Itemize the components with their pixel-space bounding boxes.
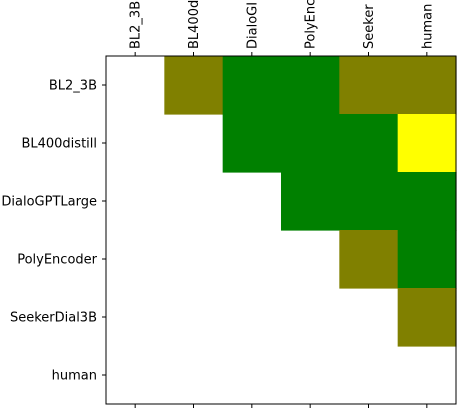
heatmap-cell — [397, 56, 457, 115]
heatmap-cell — [339, 230, 399, 289]
heatmap-cell — [339, 172, 399, 231]
y-tick-label: BL2_3B — [49, 79, 97, 94]
x-tick-label: Seeker — [362, 4, 377, 49]
heatmap-cell — [281, 114, 340, 173]
heatmap-cell — [222, 114, 282, 173]
heatmap-cell — [397, 230, 457, 289]
heatmap-cell — [339, 56, 399, 115]
y-tick-label: BL400distill — [21, 137, 97, 152]
y-tick-label: PolyEncoder — [17, 253, 97, 268]
x-axis-ticks: BL2_3B BL400d DialoGI PolyEnc Seeker human — [129, 0, 435, 408]
heatmap-cell — [281, 172, 340, 231]
heatmap-cell — [339, 114, 399, 173]
heatmap-cell — [222, 56, 282, 115]
y-axis-ticks: BL2_3B BL400distill DialoGPTLarge PolyEncod… — [1, 79, 106, 384]
heatmap-cell — [397, 114, 457, 173]
heatmap-cell — [397, 288, 457, 347]
heatmap-cell — [397, 172, 457, 231]
heatmap-cell — [281, 56, 340, 115]
x-tick-label: PolyEnc — [304, 0, 319, 49]
plot-border — [105, 55, 457, 405]
x-tick-label: DialoGI — [245, 2, 260, 49]
heatmap-cell — [164, 56, 224, 115]
heatmap-cells — [164, 56, 457, 347]
x-tick-label: human — [420, 4, 435, 49]
y-tick-label: DialoGPTLarge — [1, 195, 97, 210]
x-tick-label: BL400d — [187, 0, 202, 49]
plot-frame — [105, 55, 457, 405]
y-tick-label: human — [52, 369, 97, 384]
x-tick-label: BL2_3B — [129, 1, 144, 49]
y-tick-label: SeekerDial3B — [10, 311, 97, 326]
